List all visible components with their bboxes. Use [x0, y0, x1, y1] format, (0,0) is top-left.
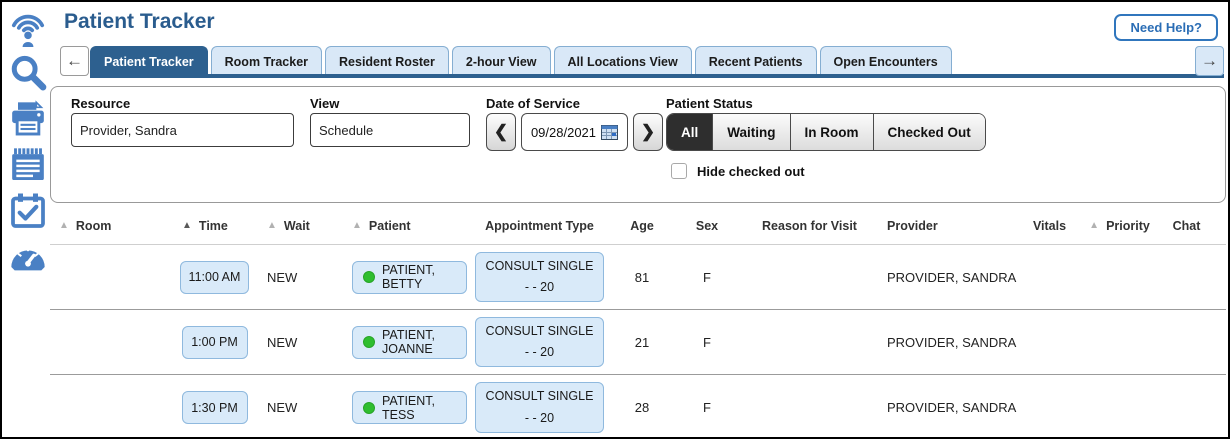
tab-scroll-left-icon[interactable]: ← [60, 46, 89, 76]
column-header-time[interactable]: ▲ Time [182, 218, 228, 233]
time-button[interactable]: 1:00 PM [181, 325, 248, 359]
table-row: 1:30 PM NEW PATIENT, TESS CONSULT SINGLE… [50, 375, 1226, 440]
wait-status: NEW [267, 269, 298, 285]
provider-cell: PROVIDER, SANDRA [887, 400, 1017, 415]
status-waiting-button[interactable]: Waiting [712, 114, 790, 150]
tab-underline [90, 74, 1224, 78]
patient-name: PATIENT, BETTY [382, 263, 436, 291]
need-help-button[interactable]: Need Help? [1114, 14, 1218, 41]
tab-recent-patients[interactable]: Recent Patients [694, 46, 817, 76]
appointment-type-button[interactable]: CONSULT SINGLE - - 20 [475, 316, 604, 368]
column-header-patient[interactable]: ▲ Patient [352, 218, 411, 233]
notes-icon[interactable] [7, 144, 49, 185]
patient-name: PATIENT, JOANNE [382, 328, 436, 356]
date-prev-button[interactable]: ❮ [486, 113, 516, 151]
patient-button[interactable]: PATIENT, JOANNE [352, 325, 467, 359]
sex-cell: F [703, 334, 711, 350]
patient-status-dot-icon [363, 401, 375, 414]
filter-panel: Resource View Date of Service ❮ 09/28/20… [50, 86, 1226, 203]
table-row: 1:00 PM NEW PATIENT, JOANNE CONSULT SING… [50, 310, 1226, 375]
view-label: View [310, 96, 340, 111]
date-of-service-field[interactable]: 09/28/2021 [521, 113, 628, 151]
column-header-reason-for-visit: Reason for Visit [762, 218, 857, 233]
table-header: ▲ Room ▲ Time ▲ Wait ▲ Patient Appointme… [50, 207, 1226, 245]
status-in-room-button[interactable]: In Room [789, 114, 873, 150]
page-title: Patient Tracker [64, 10, 215, 33]
date-next-button[interactable]: ❯ [633, 113, 663, 151]
resource-input[interactable] [71, 113, 294, 147]
hide-checked-out-label: Hide checked out [697, 163, 805, 179]
tab-room-tracker[interactable]: Room Tracker [210, 46, 323, 76]
column-header-age: Age [630, 218, 654, 233]
sex-cell: F [703, 269, 711, 285]
patient-tracking-icon[interactable] [7, 6, 49, 47]
tab-open-encounters[interactable]: Open Encounters [819, 46, 952, 76]
time-button[interactable]: 11:00 AM [179, 260, 250, 294]
print-icon[interactable] [7, 98, 49, 139]
patient-name: PATIENT, TESS [382, 393, 436, 422]
calendar-picker-icon[interactable] [601, 124, 619, 140]
patient-status-dot-icon [363, 271, 375, 283]
wait-status: NEW [267, 334, 298, 350]
provider-cell: PROVIDER, SANDRA [887, 269, 1017, 285]
wait-status: NEW [267, 400, 298, 415]
column-header-room[interactable]: ▲ Room [59, 218, 112, 233]
tab-patient-tracker[interactable]: Patient Tracker [90, 46, 208, 76]
column-header-vitals: Vitals [1032, 218, 1067, 233]
appointment-type-button[interactable]: CONSULT SINGLE - - 20 [475, 251, 604, 303]
patient-button[interactable]: PATIENT, BETTY [352, 260, 467, 294]
tab-bar: ← Patient Tracker Room Tracker Resident … [60, 46, 1224, 78]
patient-table: 11:00 AM NEW PATIENT, BETTY CONSULT SING… [50, 245, 1226, 440]
status-all-button[interactable]: All [667, 114, 713, 150]
sort-icon[interactable]: ▲ [352, 220, 362, 231]
left-toolbar [2, 2, 54, 437]
sort-icon[interactable]: ▲ [182, 220, 192, 231]
age-cell: 21 [634, 334, 650, 350]
tab-2-hour-view[interactable]: 2-hour View [451, 46, 551, 76]
column-header-provider: Provider [887, 218, 938, 233]
hide-checked-out-checkbox[interactable] [671, 163, 687, 179]
patient-button[interactable]: PATIENT, TESS [352, 391, 467, 424]
search-icon[interactable] [7, 52, 49, 93]
sort-icon[interactable]: ▲ [59, 220, 69, 231]
provider-cell: PROVIDER, SANDRA [887, 334, 1017, 350]
time-button[interactable]: 1:30 PM [181, 391, 248, 424]
resource-label: Resource [71, 96, 131, 111]
table-row: 11:00 AM NEW PATIENT, BETTY CONSULT SING… [50, 245, 1226, 310]
patient-status-label: Patient Status [666, 96, 753, 111]
schedule-calendar-icon[interactable] [7, 190, 49, 231]
patient-status-dot-icon [363, 336, 375, 348]
appointment-type-button[interactable]: CONSULT SINGLE - - 20 [475, 382, 604, 433]
date-of-service-value: 09/28/2021 [530, 124, 597, 140]
sort-icon[interactable]: ▲ [267, 220, 277, 231]
sort-icon[interactable]: ▲ [1089, 220, 1100, 231]
column-header-priority[interactable]: ▲ Priority [1089, 218, 1150, 233]
status-checked-out-button[interactable]: Checked Out [872, 114, 985, 150]
tab-scroll-right-icon[interactable]: → [1195, 46, 1224, 76]
age-cell: 81 [634, 269, 650, 285]
tab-resident-roster[interactable]: Resident Roster [325, 46, 449, 76]
column-header-sex: Sex [695, 218, 719, 233]
column-header-wait[interactable]: ▲ Wait [267, 218, 310, 233]
patient-status-segmented-control: All Waiting In Room Checked Out [666, 113, 986, 151]
dashboard-gauge-icon[interactable] [7, 236, 49, 277]
column-header-appointment-type: Appointment Type [485, 218, 594, 233]
view-input[interactable] [310, 113, 470, 147]
tab-all-locations-view[interactable]: All Locations View [553, 46, 692, 76]
age-cell: 28 [634, 400, 650, 415]
column-header-chat: Chat [1172, 218, 1201, 233]
date-of-service-label: Date of Service [486, 96, 580, 111]
sex-cell: F [703, 400, 711, 415]
